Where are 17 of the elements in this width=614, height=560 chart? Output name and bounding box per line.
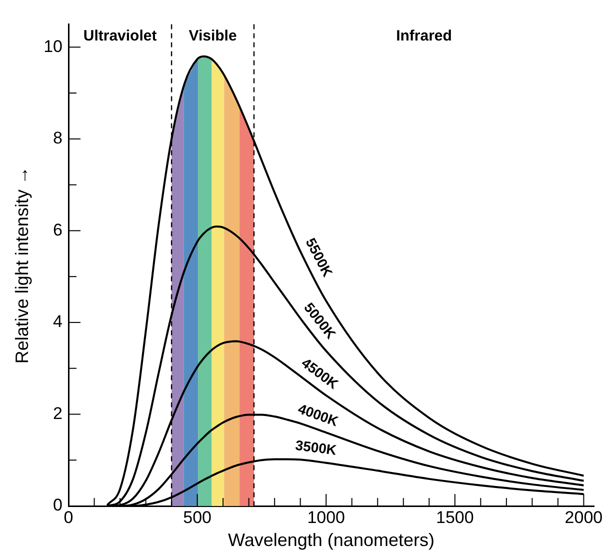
annotation: Infrared [396,27,452,44]
y-tick-label: 8 [53,128,63,148]
x-tick-label: 1500 [436,508,474,527]
text: 4000K [296,400,340,430]
y-tick-label: 0 [53,496,63,515]
x-tick-label: 1000 [307,508,346,527]
annotation: Ultraviolet [83,27,157,44]
y-axis-title: Relative light intensity → [12,166,32,364]
y-tick-label: 2 [53,404,63,423]
x-axis-title: Wavelength (nanometers) [228,530,434,550]
x-tick-label: 500 [183,508,212,527]
text: 3500K [294,436,338,458]
y-tick-label: 4 [53,312,63,332]
annotation: Visible [188,27,237,44]
x-tick-label: 2000 [564,508,603,527]
y-tick-label: 10 [44,36,63,56]
y-tick-label: 6 [53,220,63,240]
